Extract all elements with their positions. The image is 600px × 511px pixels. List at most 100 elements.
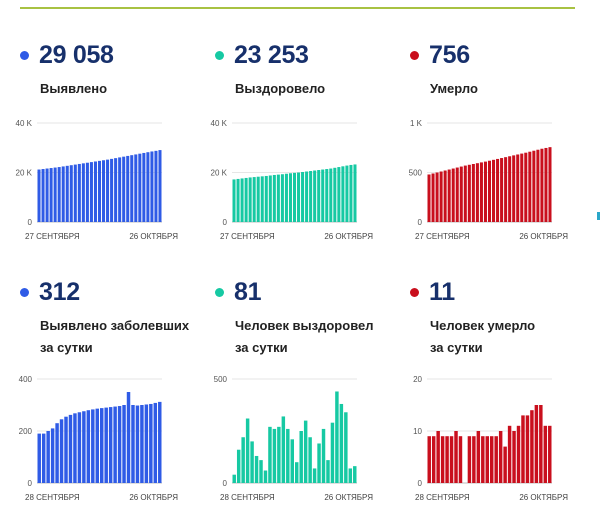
bar — [490, 436, 494, 483]
bar — [41, 433, 46, 483]
bar — [122, 156, 126, 222]
bar — [317, 443, 321, 483]
bar — [301, 172, 305, 222]
dot-marker — [20, 287, 29, 297]
bar — [472, 436, 476, 483]
stat-label-line: Умерло — [430, 81, 478, 96]
bar — [135, 405, 140, 483]
y-tick-label: 400 — [19, 375, 33, 384]
dot-marker — [20, 50, 29, 60]
bar — [68, 414, 73, 483]
bar — [272, 428, 277, 483]
bar — [344, 412, 348, 483]
bar — [57, 167, 61, 222]
bar — [126, 392, 131, 483]
bar — [440, 436, 445, 483]
bar — [447, 169, 451, 222]
bar — [313, 170, 317, 222]
x-start-label: 27 СЕНТЯБРЯ — [415, 232, 470, 241]
bar — [281, 416, 286, 483]
y-tick-label: 0 — [223, 479, 228, 488]
bar — [548, 425, 552, 483]
stat-value: 756 — [429, 40, 470, 69]
stat-line: 23 253 — [215, 40, 309, 70]
bar — [487, 160, 492, 222]
bar — [93, 161, 97, 222]
bar — [91, 409, 95, 483]
bar — [150, 151, 154, 222]
stat-label-line: Человек умерло — [430, 318, 536, 333]
x-end-label: 26 ОКТЯБРЯ — [324, 232, 373, 241]
bar — [329, 168, 333, 222]
bar — [81, 163, 85, 222]
bar — [114, 158, 118, 222]
top-divider — [20, 7, 575, 9]
bar — [299, 431, 303, 483]
bar — [240, 178, 244, 222]
bar — [110, 158, 114, 222]
bar — [341, 166, 345, 222]
y-tick-label: 0 — [418, 479, 423, 488]
bar — [252, 177, 256, 222]
bar — [463, 165, 467, 222]
stat-line: 756 — [410, 40, 470, 70]
y-tick-label: 200 — [19, 427, 33, 436]
bar — [308, 437, 312, 483]
bar — [100, 408, 104, 483]
bar — [50, 428, 55, 483]
bar — [431, 173, 435, 222]
bar — [149, 403, 153, 483]
bar — [427, 436, 431, 483]
bar — [467, 164, 471, 222]
stat-label-line: за сутки — [235, 340, 288, 355]
bar — [337, 167, 341, 222]
bar — [339, 403, 344, 483]
chart-died-total: 1 K 500 0 27 СЕНТЯБРЯ 26 ОКТЯБРЯ — [409, 119, 569, 241]
bar — [272, 174, 276, 222]
x-start-label: 28 СЕНТЯБРЯ — [415, 493, 470, 502]
bar — [61, 166, 65, 222]
bar — [504, 157, 508, 222]
bar — [69, 165, 73, 222]
bar — [540, 148, 544, 222]
stat-label-line: Выявлено заболевших — [40, 318, 190, 333]
bar — [131, 405, 135, 483]
bar — [286, 428, 290, 483]
bar — [292, 172, 297, 222]
bar — [492, 159, 496, 222]
y-tick-label: 1 K — [410, 119, 423, 128]
chart-detected-total: 40 K 20 K 0 27 СЕНТЯБРЯ 26 ОКТЯБРЯ — [16, 119, 179, 241]
bar — [241, 437, 245, 483]
bar — [548, 147, 552, 222]
bar — [536, 149, 540, 222]
stat-line: 29 058 — [20, 40, 114, 70]
stat-label: Умерло — [430, 78, 600, 100]
bar — [451, 168, 455, 222]
bar — [494, 436, 498, 483]
bar — [297, 172, 301, 222]
bar — [512, 155, 516, 222]
bar — [118, 157, 122, 222]
stat-label: Человек выздоровел за сутки — [235, 315, 405, 359]
bar — [153, 402, 158, 483]
bar — [104, 407, 108, 483]
bar — [431, 436, 436, 483]
bar — [263, 470, 268, 483]
x-end-label: 26 ОКТЯБРЯ — [519, 232, 568, 241]
stat-label: Выздоровело — [235, 78, 405, 100]
bar — [250, 441, 254, 483]
chart-died-daily: 20 10 0 28 СЕНТЯБРЯ 26 ОКТЯБРЯ — [413, 375, 568, 502]
bar — [295, 462, 299, 483]
bar — [508, 156, 512, 222]
x-start-label: 27 СЕНТЯБРЯ — [25, 232, 80, 241]
bar — [260, 176, 264, 222]
bar — [268, 175, 272, 222]
bar — [232, 179, 236, 222]
y-tick-label: 0 — [223, 218, 228, 227]
bar — [158, 150, 162, 222]
bar — [85, 162, 89, 222]
bar — [326, 460, 330, 483]
bar — [55, 423, 59, 483]
bar — [439, 171, 443, 222]
bar — [41, 169, 45, 222]
